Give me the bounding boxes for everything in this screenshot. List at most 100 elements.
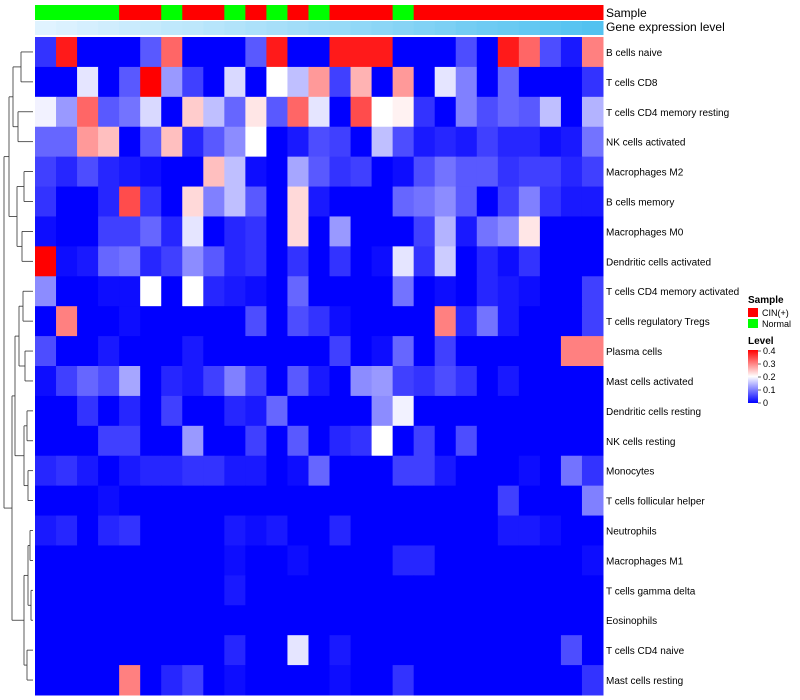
heatmap-cell: [98, 276, 120, 307]
heatmap-cell: [161, 306, 183, 337]
heatmap-cell: [56, 366, 78, 397]
heatmap-cell: [77, 545, 99, 576]
heatmap-cell: [476, 366, 499, 397]
heatmap-cell: [539, 186, 562, 217]
heatmap-cell: [476, 575, 499, 606]
row-label: Dendritic cells activated: [606, 257, 711, 268]
heatmap-cell: [539, 635, 562, 666]
heatmap-cell: [455, 216, 478, 247]
heatmap-cell: [161, 665, 183, 696]
heatmap-cell: [35, 306, 57, 337]
heatmap-cell: [77, 276, 99, 307]
heatmap-cell: [182, 605, 204, 636]
sample-annotation-cell: [392, 5, 415, 20]
heatmap-cell: [140, 575, 162, 606]
heatmap-cell: [161, 96, 183, 128]
heatmap-cell: [245, 126, 267, 158]
heatmap-cell: [329, 276, 352, 307]
sample-annotation-cell: [140, 5, 162, 20]
heatmap-cell: [98, 425, 120, 457]
heatmap-cell: [581, 485, 604, 517]
heatmap-cell: [329, 635, 352, 666]
heatmap-cell: [476, 216, 499, 247]
heatmap-cell: [35, 665, 57, 696]
heatmap-cell: [266, 37, 288, 68]
heatmap-cell: [497, 336, 520, 367]
heatmap-cell: [266, 395, 288, 427]
heatmap-cell: [329, 395, 352, 427]
heatmap-cell: [182, 246, 204, 277]
heatmap-cell: [119, 366, 141, 397]
heatmap-cell: [98, 515, 120, 546]
heatmap-cell: [140, 545, 162, 576]
heatmap-cell: [476, 425, 499, 457]
heatmap-cell: [287, 545, 309, 576]
heatmap-cell: [266, 605, 288, 636]
heatmap-cell: [350, 366, 373, 397]
heatmap-cell: [497, 37, 520, 68]
expression-annotation-cell: [539, 21, 562, 35]
expression-annotation-cell: [119, 21, 141, 35]
heatmap-cell: [329, 156, 352, 188]
heatmap-cell: [455, 605, 478, 636]
heatmap-cell: [203, 306, 225, 337]
heatmap-cell: [560, 485, 583, 517]
heatmap-cell: [560, 66, 583, 98]
heatmap-cell: [392, 425, 415, 457]
heatmap-cell: [182, 515, 204, 546]
heatmap-cell: [413, 635, 436, 666]
expression-annotation-cell: [161, 21, 183, 35]
heatmap-cell: [539, 575, 562, 606]
heatmap-cell: [434, 336, 457, 367]
heatmap-cell: [35, 156, 57, 188]
heatmap-cell: [413, 276, 436, 307]
heatmap-cell: [560, 96, 583, 128]
heatmap-cell: [329, 126, 352, 158]
heatmap-cell: [56, 605, 78, 636]
heatmap-cell: [560, 575, 583, 606]
heatmap-cell: [329, 336, 352, 367]
heatmap-cell: [413, 66, 436, 98]
sample-annotation-cell: [476, 5, 499, 20]
heatmap-cell: [203, 37, 225, 68]
heatmap-cell: [203, 575, 225, 606]
heatmap-cell: [203, 485, 225, 517]
heatmap-cell: [266, 276, 288, 307]
heatmap-cell: [308, 485, 331, 517]
heatmap-cell: [182, 336, 204, 367]
heatmap-cell: [35, 605, 57, 636]
heatmap-cell: [434, 545, 457, 576]
heatmap-cell: [581, 635, 604, 666]
heatmap-cell: [350, 156, 373, 188]
heatmap-cell: [203, 246, 225, 277]
legend-level-colorbar: [748, 350, 758, 403]
heatmap-cell: [413, 246, 436, 277]
heatmap-cell: [392, 515, 415, 546]
heatmap-cell: [161, 425, 183, 457]
heatmap-cell: [140, 216, 162, 247]
heatmap-cell: [287, 665, 309, 696]
heatmap-cell: [77, 96, 99, 128]
heatmap-cell: [455, 635, 478, 666]
heatmap-cell: [77, 37, 99, 68]
heatmap-cell: [371, 306, 394, 337]
heatmap-cell: [56, 66, 78, 98]
row-label: Macrophages M1: [606, 556, 684, 567]
heatmap-cell: [161, 66, 183, 98]
heatmap-cell: [308, 366, 331, 397]
expression-annotation-cell: [350, 21, 373, 35]
heatmap-cell: [245, 366, 267, 397]
heatmap-cell: [413, 366, 436, 397]
heatmap-cell: [77, 246, 99, 277]
heatmap-cell: [224, 455, 246, 487]
heatmap-cell: [560, 186, 583, 217]
heatmap-cell: [476, 485, 499, 517]
heatmap-cell: [140, 485, 162, 517]
heatmap-cell: [245, 66, 267, 98]
heatmap-cell: [119, 37, 141, 68]
heatmap-cell: [371, 96, 394, 128]
heatmap-cell: [413, 37, 436, 68]
heatmap-cell: [140, 455, 162, 487]
heatmap-cell: [497, 515, 520, 546]
